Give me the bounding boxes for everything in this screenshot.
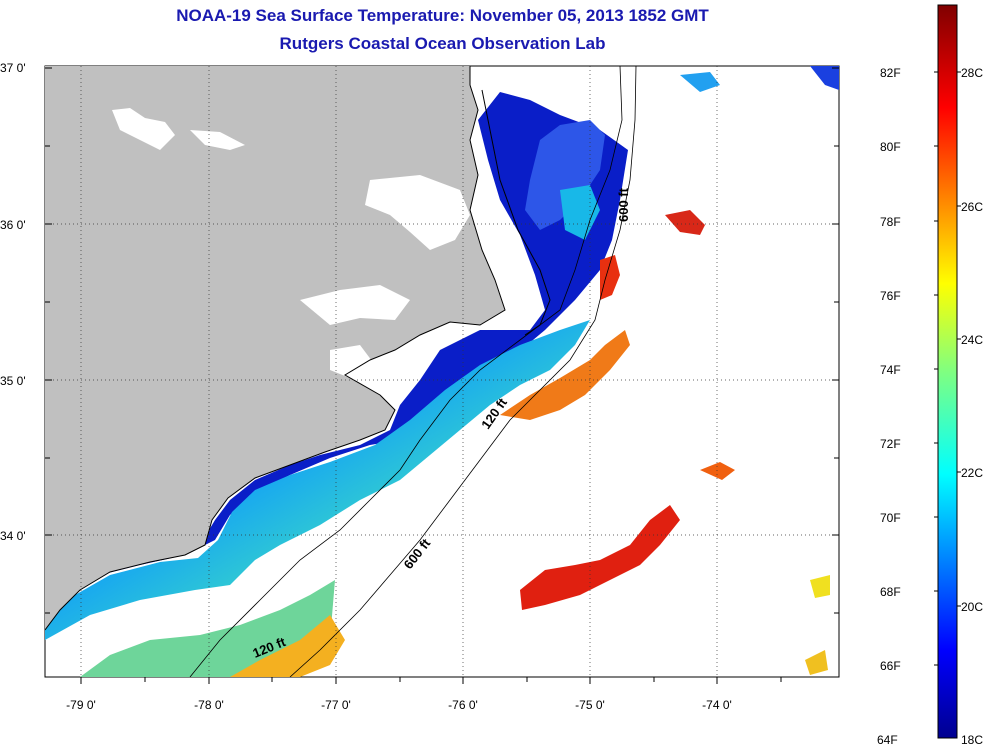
sst-se-yellow-1 xyxy=(810,575,830,598)
inland-water-5 xyxy=(330,345,375,378)
lon-label-74: -74 0' xyxy=(702,698,732,712)
cb-c-24: 24C xyxy=(961,333,983,347)
cb-f-66: 66F xyxy=(880,659,901,673)
cb-c-26: 26C xyxy=(961,200,983,214)
cb-f-72: 72F xyxy=(880,437,901,451)
inland-water-1 xyxy=(112,108,175,150)
barrier-islands xyxy=(481,89,551,336)
cb-f-76: 76F xyxy=(880,289,901,303)
sst-warm-patch-3 xyxy=(665,210,705,235)
cb-f-70: 70F xyxy=(880,511,901,525)
cb-c-28: 28C xyxy=(961,66,983,80)
map-title: NOAA-19 Sea Surface Temperature: Novembe… xyxy=(176,6,709,25)
isobath-600ft xyxy=(289,66,637,677)
sst-ne-corner xyxy=(810,66,839,90)
sst-warm-patch-2 xyxy=(600,255,620,300)
lat-label-34: 34 0' xyxy=(0,529,26,543)
cb-c-22: 22C xyxy=(961,466,983,480)
lat-label-37: 37 0' xyxy=(0,61,26,75)
sst-southern-shelf xyxy=(80,580,335,677)
cb-f-82: 82F xyxy=(880,66,901,80)
lon-label-79: -79 0' xyxy=(66,698,96,712)
sst-warm-patch-4 xyxy=(700,462,735,480)
cb-f-64: 64F xyxy=(877,733,898,747)
coastline xyxy=(45,66,506,631)
map-subtitle: Rutgers Coastal Ocean Observation Lab xyxy=(279,34,606,53)
cb-f-68: 68F xyxy=(880,585,901,599)
sst-se-yellow-2 xyxy=(805,650,828,675)
cb-c-20: 20C xyxy=(961,600,983,614)
cb-f-80: 80F xyxy=(880,140,901,154)
lat-label-36: 36 0' xyxy=(0,218,26,232)
inland-water-4 xyxy=(300,285,410,325)
sst-north-blue xyxy=(525,120,605,230)
tick-marks xyxy=(45,67,839,684)
colorbar xyxy=(937,4,958,739)
inland-water-2 xyxy=(190,130,245,150)
cb-c-18: 18C xyxy=(961,733,983,747)
inland-water-3 xyxy=(365,175,470,250)
sst-warm-edge xyxy=(230,615,345,677)
colorbar-ticks xyxy=(934,71,961,666)
cb-f-74: 74F xyxy=(880,363,901,377)
lon-label-75: -75 0' xyxy=(575,698,605,712)
lon-label-78: -78 0' xyxy=(194,698,224,712)
grid-lines xyxy=(45,66,839,677)
lon-label-76: -76 0' xyxy=(448,698,478,712)
isobath-label-600-east: 600 ft xyxy=(616,187,631,222)
sst-warm-patch-1 xyxy=(520,505,680,610)
lat-label-35: 35 0' xyxy=(0,374,26,388)
cb-f-78: 78F xyxy=(880,215,901,229)
lon-label-77: -77 0' xyxy=(321,698,351,712)
sst-shelf-field xyxy=(45,320,590,640)
sst-offshore-patch xyxy=(680,72,720,92)
isobath-120ft xyxy=(189,66,623,677)
